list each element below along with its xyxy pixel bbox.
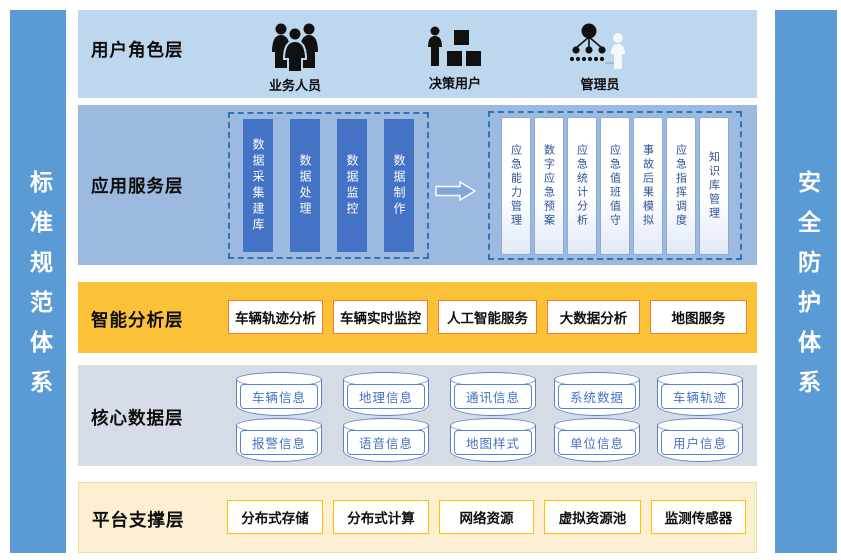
analysis-service-box: 人工智能服务 xyxy=(438,300,537,334)
database-label: 通讯信息 xyxy=(454,384,532,409)
emergency-apps-group: 应急能力管理 数字应急预案 应急统计分析 应急值班值守 事故后果模拟 应急指挥调… xyxy=(488,111,742,260)
database-cylinder: 用户信息 xyxy=(657,418,743,462)
database-label: 车辆信息 xyxy=(240,384,318,409)
app-card-label: 知识库管理 xyxy=(707,150,721,221)
app-card: 事故后果模拟 xyxy=(633,116,663,255)
platform-resource-box: 网络资源 xyxy=(439,500,534,534)
right-pillar-label: 安全防护体系 xyxy=(793,170,820,410)
database-cylinder: 报警信息 xyxy=(236,418,322,462)
layer-platform: 平台支撑层 分布式存储 分布式计算 网络资源 虚拟资源池 监测传感器 xyxy=(78,482,757,553)
layer-analysis: 智能分析层 车辆轨迹分析 车辆实时监控 人工智能服务 大数据分析 地图服务 xyxy=(78,282,757,353)
app-card: 知识库管理 xyxy=(699,116,729,255)
database-label: 车辆轨迹 xyxy=(661,384,739,409)
app-card: 数字应急预案 xyxy=(534,116,564,255)
data-pipeline-group: 数据采集建库 数据处理 数据监控 数据制作 xyxy=(228,112,429,259)
module-bar: 数据制作 xyxy=(384,119,414,252)
platform-resources-row: 分布式存储 分布式计算 网络资源 虚拟资源池 监测传感器 xyxy=(227,500,746,534)
analysis-service-box: 车辆轨迹分析 xyxy=(228,300,323,334)
platform-resource-box: 监测传感器 xyxy=(651,500,746,534)
module-bar: 数据采集建库 xyxy=(243,119,273,252)
database-cylinder: 车辆信息 xyxy=(236,372,322,416)
analysis-service-box: 车辆实时监控 xyxy=(333,300,428,334)
layer-app-services: 应用服务层 数据采集建库 数据处理 数据监控 数据制作 应急能力管理 数字应急预… xyxy=(78,105,757,265)
left-pillar-label: 标准规范体系 xyxy=(25,170,52,410)
database-cylinder: 车辆轨迹 xyxy=(657,372,743,416)
module-label: 数据制作 xyxy=(392,153,406,218)
role-admin: 管理员 xyxy=(540,23,660,93)
analysis-services-row: 车辆轨迹分析 车辆实时监控 人工智能服务 大数据分析 地图服务 xyxy=(228,300,747,334)
left-pillar-standards: 标准规范体系 xyxy=(10,10,66,553)
app-card-label: 应急指挥调度 xyxy=(674,143,688,228)
database-label: 用户信息 xyxy=(661,430,739,455)
right-pillar-security: 安全防护体系 xyxy=(775,10,837,553)
database-label: 地理信息 xyxy=(347,384,425,409)
app-card: 应急指挥调度 xyxy=(666,116,696,255)
layer-user-roles: 用户角色层 业务人员 xyxy=(78,10,757,98)
database-cylinder: 地图样式 xyxy=(450,418,536,462)
module-label: 数据处理 xyxy=(298,153,312,218)
database-label: 语音信息 xyxy=(347,430,425,455)
database-cylinder: 系统数据 xyxy=(554,372,640,416)
app-card-label: 事故后果模拟 xyxy=(641,143,655,228)
decision-user-icon xyxy=(428,26,481,66)
layer-core-data: 核心数据层 车辆信息 地理信息 通讯信息 系统数据 车辆轨迹 报警信息 xyxy=(78,365,757,466)
layer-title: 应用服务层 xyxy=(91,177,184,197)
business-people-icon xyxy=(272,23,318,72)
layer-title: 平台支撑层 xyxy=(92,511,185,531)
database-cylinder: 地理信息 xyxy=(343,372,429,416)
app-card: 应急值班值守 xyxy=(600,116,630,255)
module-label: 数据监控 xyxy=(345,153,359,218)
app-card-label: 应急能力管理 xyxy=(509,143,523,228)
platform-resource-box: 分布式存储 xyxy=(227,500,323,534)
module-bar: 数据处理 xyxy=(290,119,320,252)
analysis-service-box: 地图服务 xyxy=(650,300,747,334)
role-label: 决策用户 xyxy=(428,77,481,92)
admin-org-icon xyxy=(569,23,625,69)
app-card: 应急能力管理 xyxy=(501,116,531,255)
database-cylinder: 通讯信息 xyxy=(450,372,536,416)
app-card-label: 应急值班值守 xyxy=(608,143,622,228)
database-cylinder: 语音信息 xyxy=(343,418,429,462)
app-card: 应急统计分析 xyxy=(567,116,597,255)
database-label: 系统数据 xyxy=(558,384,636,409)
platform-resource-box: 虚拟资源池 xyxy=(544,500,641,534)
module-bar: 数据监控 xyxy=(337,119,367,252)
role-label: 管理员 xyxy=(580,78,620,93)
database-label: 地图样式 xyxy=(454,430,532,455)
role-label: 业务人员 xyxy=(268,79,321,94)
right-arrow-icon xyxy=(435,181,477,201)
layer-title: 智能分析层 xyxy=(91,311,184,331)
layer-title: 用户角色层 xyxy=(91,41,184,61)
database-label: 报警信息 xyxy=(240,430,318,455)
role-decision-user: 决策用户 xyxy=(400,26,510,92)
module-label: 数据采集建库 xyxy=(251,137,265,234)
app-card-label: 应急统计分析 xyxy=(575,143,589,228)
analysis-service-box: 大数据分析 xyxy=(547,300,640,334)
database-label: 单位信息 xyxy=(558,430,636,455)
database-cylinder: 单位信息 xyxy=(554,418,640,462)
platform-resource-box: 分布式计算 xyxy=(333,500,429,534)
layer-title: 核心数据层 xyxy=(91,409,184,429)
role-business-staff: 业务人员 xyxy=(240,22,350,94)
app-card-label: 数字应急预案 xyxy=(542,143,556,228)
